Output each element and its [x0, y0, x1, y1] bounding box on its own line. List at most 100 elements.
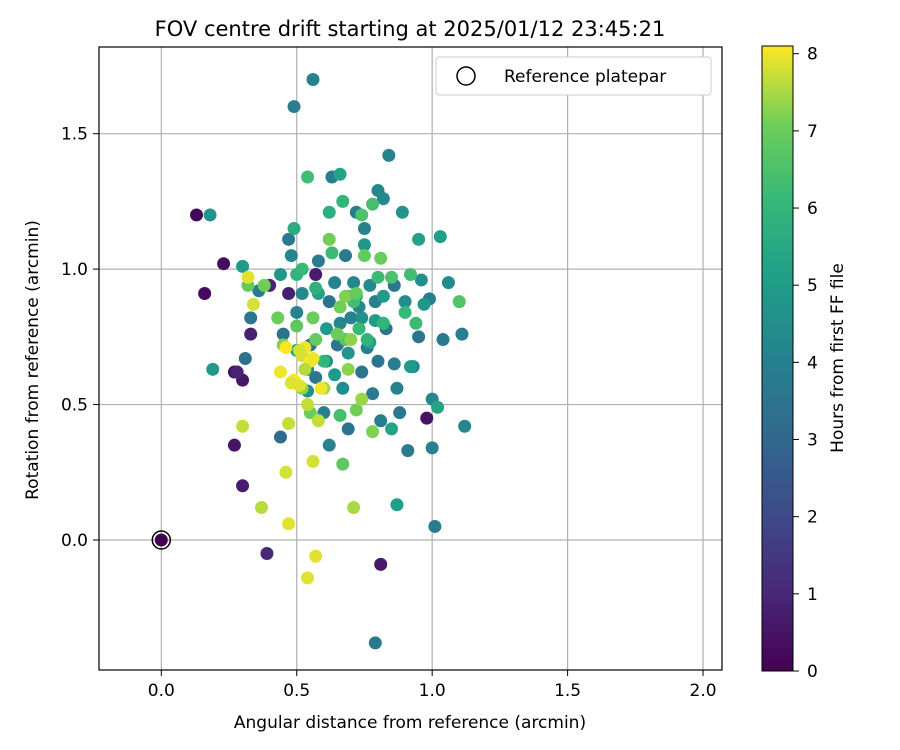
scatter-point [452, 295, 466, 309]
scatter-point [374, 414, 388, 428]
scatter-point [333, 408, 347, 422]
scatter-point [347, 500, 361, 514]
scatter-point [336, 194, 350, 208]
scatter-point [420, 411, 434, 425]
scatter-point [349, 286, 363, 300]
colorbar-ticks: 0 1 2 3 4 5 6 7 8 [793, 45, 818, 682]
plot-area: 0.0 0.5 1.0 1.5 2.0 0.0 0.5 1.0 1.5 [61, 46, 723, 701]
scatter-point [271, 311, 285, 325]
scatter-point [320, 322, 334, 336]
scatter-point [333, 316, 347, 330]
x-tick-label: 0.0 [148, 681, 175, 701]
scatter-point [355, 208, 369, 222]
scatter-point [368, 636, 382, 650]
scatter-point [298, 362, 312, 376]
legend: Reference platepar [435, 56, 712, 96]
colorbar-tick-label: 8 [807, 45, 818, 65]
y-axis-ticks: 0.0 0.5 1.0 1.5 [61, 125, 99, 551]
scatter-point [357, 221, 371, 235]
scatter-point [257, 278, 271, 292]
scatter-point [241, 270, 255, 284]
chart-title: FOV centre drift starting at 2025/01/12 … [155, 17, 666, 41]
scatter-point [154, 533, 168, 547]
scatter-point [322, 438, 336, 452]
scatter-point [398, 305, 412, 319]
grid [99, 47, 722, 670]
colorbar-tick-label: 0 [807, 662, 818, 682]
scatter-point [333, 300, 347, 314]
scatter-point [284, 376, 298, 390]
scatter-point [322, 232, 336, 246]
scatter-point [425, 441, 439, 455]
colorbar-tick-label: 6 [807, 199, 818, 219]
colorbar-tick-label: 3 [807, 431, 818, 451]
scatter-point [433, 230, 447, 244]
scatter-point [458, 419, 472, 433]
scatter-point [404, 268, 417, 282]
scatter-point [236, 419, 250, 433]
scatter-point [198, 286, 212, 300]
scatter-point [366, 387, 380, 401]
scatter-point [309, 333, 323, 347]
scatter-point [295, 262, 309, 276]
colorbar-tick-label: 2 [807, 508, 818, 528]
scatter-point [306, 73, 320, 87]
scatter-point [455, 327, 469, 341]
scatter-point [393, 406, 407, 420]
scatter-point [385, 422, 399, 436]
colorbar-tick-label: 1 [807, 585, 818, 605]
scatter-point [273, 430, 287, 444]
plot-frame [98, 46, 723, 671]
scatter-points [154, 73, 472, 650]
scatter-point [338, 289, 352, 303]
scatter-point [309, 549, 323, 563]
colorbar-tick-label: 5 [807, 276, 818, 296]
scatter-point [357, 249, 371, 263]
scatter-point [306, 311, 320, 325]
scatter-point [409, 316, 423, 330]
scatter-point [338, 249, 352, 263]
scatter-point [390, 381, 404, 395]
scatter-point [341, 422, 355, 436]
scatter-point [428, 519, 442, 533]
scatter-point [284, 249, 298, 263]
scatter-point [349, 403, 363, 417]
scatter-point [341, 346, 355, 360]
scatter-point [282, 232, 296, 246]
colorbar-tick-label: 7 [807, 122, 818, 142]
scatter-point [436, 333, 450, 347]
scatter-point [336, 457, 350, 471]
y-tick-label: 0.5 [61, 396, 88, 416]
scatter-point [325, 246, 339, 260]
scatter-point [301, 571, 315, 585]
scatter-point [273, 268, 287, 282]
scatter-point [314, 381, 328, 395]
scatter-point [404, 360, 417, 374]
scatter-point [203, 208, 217, 222]
legend-box [435, 56, 712, 96]
x-axis-ticks: 0.0 0.5 1.0 1.5 2.0 [148, 670, 717, 701]
scatter-point [295, 286, 309, 300]
scatter-point [311, 254, 325, 268]
colorbar-label: Hours from first FF file [828, 263, 848, 453]
scatter-point [374, 251, 388, 265]
scatter-point [412, 232, 426, 246]
scatter-point [341, 362, 355, 376]
y-tick-label: 1.0 [61, 260, 88, 280]
scatter-point [376, 192, 390, 206]
scatter-point [190, 208, 204, 222]
scatter-point [366, 197, 380, 211]
scatter-point [333, 167, 347, 181]
colorbar-gradient [761, 45, 794, 672]
x-tick-label: 1.5 [554, 681, 581, 701]
scatter-point [255, 500, 269, 514]
x-axis-label: Angular distance from reference (arcmin) [234, 713, 586, 733]
scatter-point [366, 425, 380, 439]
scatter-point [328, 276, 342, 290]
scatter-point [360, 333, 374, 347]
x-tick-label: 2.0 [690, 681, 717, 701]
scatter-point [287, 100, 301, 114]
scatter-point [282, 286, 296, 300]
scatter-point [328, 368, 342, 382]
